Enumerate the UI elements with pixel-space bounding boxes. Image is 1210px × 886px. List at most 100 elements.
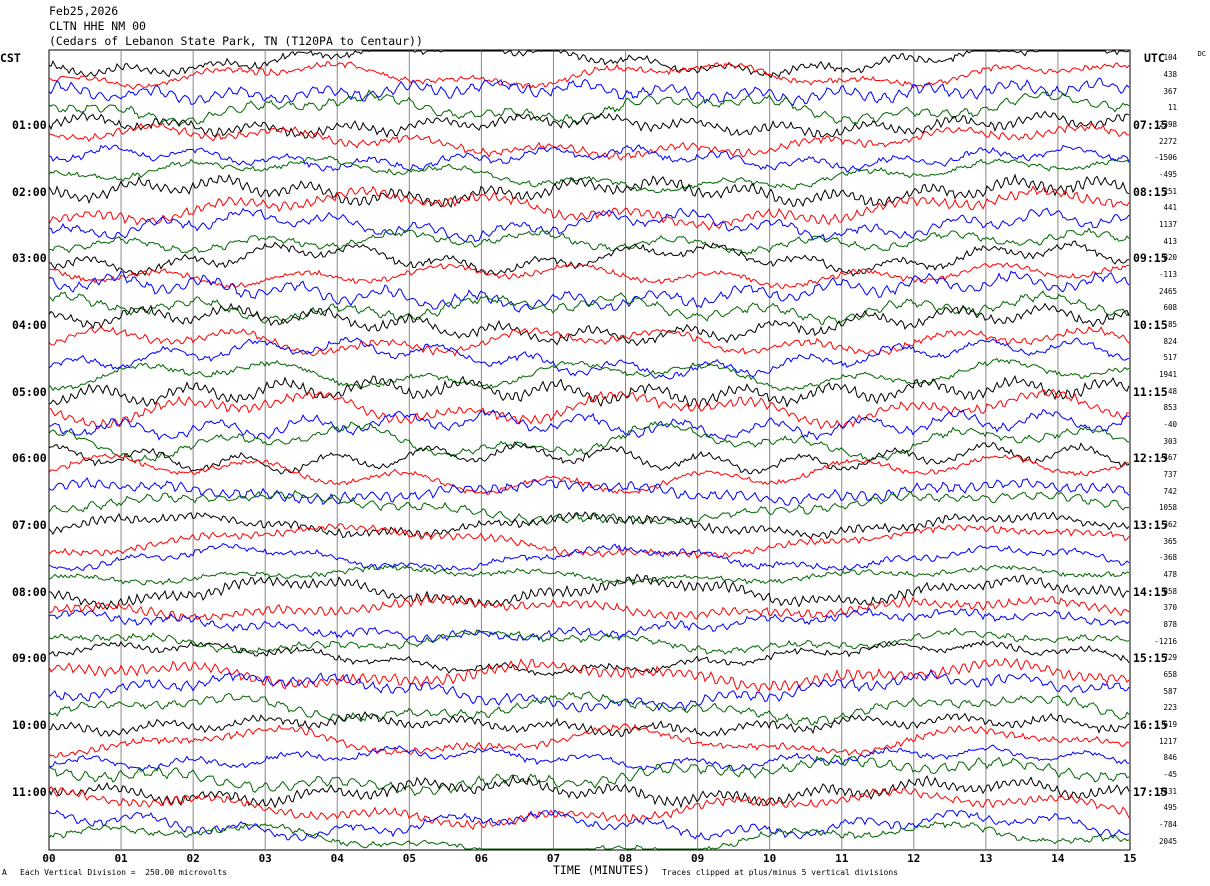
- seismic-trace: [48, 785, 1130, 830]
- seismic-trace: [48, 691, 1130, 726]
- seismic-trace: [48, 754, 1130, 797]
- dc-offset-value: 742: [1163, 486, 1177, 496]
- x-tick-label: 09: [691, 852, 704, 865]
- dc-offset-value: 658: [1163, 670, 1177, 679]
- station-location: (Cedars of Lebanon State Park, TN (T120P…: [49, 34, 423, 48]
- left-hour-label: 01:00: [12, 118, 47, 132]
- seismic-trace: [48, 594, 1130, 622]
- left-hour-label: 07:00: [12, 518, 47, 532]
- right-hour-label: 09:15: [1133, 251, 1168, 266]
- left-timezone-label: CST: [0, 51, 21, 65]
- seismic-trace: [48, 262, 1129, 289]
- x-tick-label: 15: [1123, 852, 1136, 865]
- seismic-trace: [48, 441, 1130, 475]
- dc-offset-value: 1431: [1158, 786, 1177, 796]
- seismic-trace: [48, 640, 1130, 677]
- x-tick-label: 06: [475, 852, 489, 865]
- seismic-trace: [48, 155, 1130, 194]
- x-tick-label: 01: [114, 852, 128, 865]
- chart-date: Feb25,2026: [49, 4, 119, 18]
- seismic-trace: [48, 240, 1130, 277]
- seismic-trace: [48, 657, 1130, 693]
- seismic-trace: [48, 357, 1130, 392]
- seismic-trace: [48, 325, 1130, 357]
- right-hour-label: 08:15: [1133, 184, 1168, 199]
- right-timezone-label: UTC: [1144, 51, 1165, 65]
- dc-offset-value: -45: [1163, 770, 1177, 779]
- seismic-trace: [48, 453, 1130, 496]
- dc-offset-value: -85: [1163, 320, 1177, 329]
- seismic-trace: [48, 89, 1130, 128]
- seismic-trace: [48, 61, 1130, 90]
- seismic-trace: [48, 774, 1130, 809]
- scale-note: Each Vertical Division = 250.00 microvol…: [20, 868, 228, 877]
- corner-mark: A: [2, 868, 7, 877]
- seismic-trace: [48, 110, 1130, 139]
- right-hour-label: 17:15: [1133, 784, 1168, 799]
- right-hour-label: 13:15: [1133, 518, 1168, 532]
- x-tick-label: 12: [907, 852, 920, 865]
- seismic-trace: [49, 573, 1130, 611]
- x-tick-label: 04: [331, 852, 345, 865]
- seismic-trace: [48, 173, 1130, 209]
- dc-offset-value: 608: [1163, 303, 1177, 313]
- dc-offset-value: 367: [1163, 86, 1177, 96]
- x-tick-label: 13: [979, 852, 992, 865]
- right-hour-label: 15:15: [1133, 651, 1168, 666]
- seismic-trace: [49, 207, 1130, 243]
- dc-offset-value: 820: [1163, 253, 1177, 263]
- dc-offset-value: 11: [1167, 103, 1177, 113]
- dc-offset-value: 858: [1163, 586, 1177, 596]
- dc-offset-value: -113: [1158, 270, 1177, 279]
- dc-offset-value: 1058: [1158, 503, 1177, 513]
- dc-offset-value: 737: [1163, 470, 1177, 479]
- dc-offset-value: 370: [1163, 603, 1177, 613]
- left-hour-label: 11:00: [12, 784, 47, 799]
- dc-offset-value: 1217: [1158, 736, 1177, 746]
- seismic-trace: [48, 477, 1130, 506]
- x-tick-label: 14: [1051, 852, 1065, 865]
- right-hour-label: 07:15: [1133, 118, 1168, 132]
- x-tick-label: 08: [619, 852, 632, 865]
- dc-offset-value: 824: [1163, 336, 1177, 346]
- dc-offset-value: 104: [1163, 53, 1177, 63]
- left-hour-label: 04:00: [12, 318, 47, 332]
- x-tick-label: 05: [403, 852, 416, 865]
- seismic-trace: [48, 290, 1130, 325]
- dc-offset-value: -48: [1163, 386, 1177, 396]
- dc-offset-value: -467: [1158, 453, 1177, 463]
- plot-frame: [48, 49, 1131, 851]
- dc-offset-value: 846: [1163, 753, 1177, 763]
- dc-offset-value: 1941: [1158, 370, 1177, 379]
- seismic-trace: [48, 511, 1130, 540]
- right-hour-label: 16:15: [1133, 718, 1168, 732]
- dc-offset-value: -40: [1163, 420, 1177, 429]
- seismic-trace: [48, 122, 1130, 161]
- left-hour-label: 08:00: [12, 584, 47, 599]
- dc-offset-value: 517: [1163, 353, 1177, 363]
- seismic-trace: [48, 374, 1130, 410]
- x-axis-title: TIME (MINUTES): [553, 863, 650, 877]
- seismic-trace: [48, 809, 1130, 841]
- dc-offset-value: -368: [1158, 553, 1177, 563]
- seismic-trace: [48, 50, 1130, 79]
- dc-offset-value: 2398: [1158, 120, 1177, 129]
- seismic-trace: [48, 627, 1130, 655]
- dc-offset-value: 438: [1163, 70, 1177, 79]
- dc-offset-value: -784: [1158, 820, 1177, 829]
- dc-offset-value: 362: [1163, 520, 1177, 529]
- x-tick-label: 07: [547, 852, 560, 865]
- seismic-trace: [48, 144, 1130, 173]
- seismic-trace: [48, 522, 1130, 559]
- seismic-trace: [48, 227, 1130, 256]
- seismic-trace: [48, 669, 1130, 713]
- seismic-trace: [48, 270, 1130, 313]
- dc-offset-value: 853: [1163, 403, 1177, 413]
- dc-offset-value: 2272: [1158, 136, 1177, 146]
- dc-offset-value: 441: [1163, 203, 1177, 213]
- seismic-trace: [48, 564, 1130, 586]
- dc-offset-value: 619: [1163, 720, 1177, 729]
- seismic-trace: [48, 421, 1130, 463]
- dc-offset-value: 251: [1163, 186, 1177, 196]
